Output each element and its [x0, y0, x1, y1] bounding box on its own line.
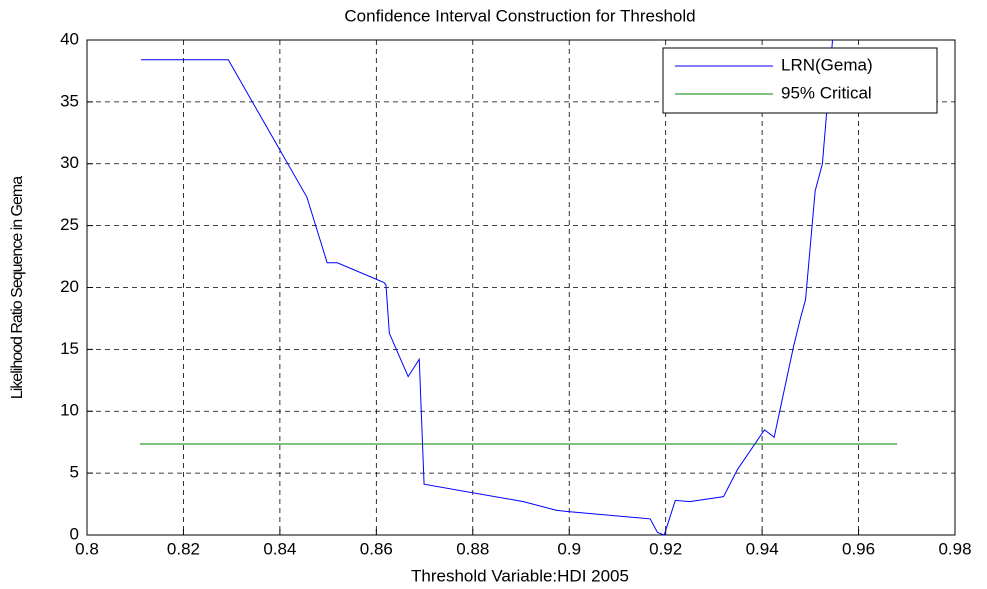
y-tick-label: 30 [60, 153, 79, 172]
y-axis-label: Likelihood Ratio Sequence in Gema [9, 176, 26, 399]
x-tick-label: 0.88 [456, 539, 489, 558]
x-tick-label: 0.84 [263, 539, 296, 558]
y-tick-label: 25 [60, 215, 79, 234]
legend-label: LRN(Gema) [781, 55, 873, 74]
y-tick-label: 20 [60, 277, 79, 296]
x-tick-label: 0.9 [557, 539, 581, 558]
plot-frame [86, 39, 956, 536]
y-tick-label: 5 [70, 463, 79, 482]
chart-title: Confidence Interval Construction for Thr… [344, 6, 695, 25]
y-tick-label: 0 [70, 524, 79, 543]
x-tick-label: 0.96 [842, 539, 875, 558]
legend-box [662, 47, 938, 114]
x-tick-label: 0.8 [75, 539, 99, 558]
x-tick-label: 0.98 [938, 539, 971, 558]
y-tick-label: 10 [60, 401, 79, 420]
data-line [141, 39, 834, 536]
y-tick-label: 35 [60, 91, 79, 110]
x-tick-label: 0.86 [360, 539, 393, 558]
y-tick-label: 40 [60, 29, 79, 48]
x-tick-label: 0.94 [746, 539, 779, 558]
x-tick-label: 0.82 [167, 539, 200, 558]
y-tick-label: 15 [60, 339, 79, 358]
legend-label: 95% Critical [781, 83, 872, 102]
x-axis-label: Threshold Variable:HDI 2005 [411, 566, 629, 585]
x-tick-label: 0.92 [649, 539, 682, 558]
